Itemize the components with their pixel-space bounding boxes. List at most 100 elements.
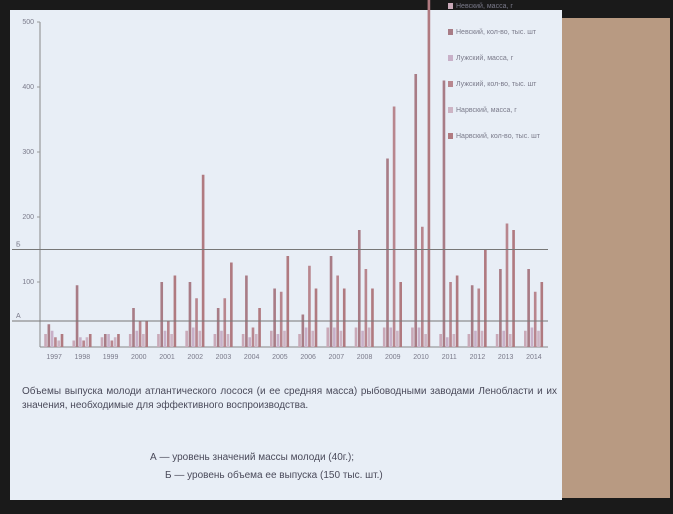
bar	[368, 328, 371, 348]
bar	[439, 334, 442, 347]
bar	[421, 227, 424, 347]
bar	[468, 334, 471, 347]
bar	[527, 269, 530, 347]
bars	[44, 0, 543, 347]
bar	[139, 321, 142, 347]
x-tick-label: 2000	[131, 354, 147, 361]
bar	[61, 334, 64, 347]
x-tick-label: 2005	[272, 354, 288, 361]
bar	[506, 224, 509, 348]
legend-label: Невский, кол-во, тыс. шт	[456, 28, 537, 36]
photo: 100200300400500АБ19971998199920002001200…	[0, 0, 673, 514]
bar	[48, 324, 51, 347]
bar	[79, 337, 82, 347]
y-tick-label: 200	[22, 214, 34, 221]
bar	[258, 308, 261, 347]
bar	[537, 331, 540, 347]
bar	[330, 256, 333, 347]
x-tick-label: 2009	[385, 354, 401, 361]
bar	[86, 337, 89, 347]
bar	[411, 328, 414, 348]
bar	[76, 285, 79, 347]
bar	[227, 334, 230, 347]
bar	[502, 331, 505, 347]
x-tick-label: 2001	[159, 354, 175, 361]
bar	[418, 328, 421, 348]
x-tick-label: 2006	[300, 354, 316, 361]
bar	[248, 337, 251, 347]
bar	[57, 341, 60, 348]
bar	[446, 337, 449, 347]
bar	[484, 250, 487, 348]
bar	[195, 298, 198, 347]
bar	[192, 328, 195, 348]
bar	[326, 328, 329, 348]
bar	[471, 285, 474, 347]
bar	[273, 289, 276, 348]
bar	[477, 289, 480, 348]
bar	[396, 331, 399, 347]
bar	[220, 331, 223, 347]
bar	[217, 308, 220, 347]
x-tick-label: 1997	[46, 354, 62, 361]
bar	[89, 334, 92, 347]
legend-swatch	[448, 29, 453, 35]
bar	[230, 263, 233, 348]
x-tick-label: 1998	[75, 354, 91, 361]
reference-label: Б	[16, 241, 21, 248]
bar	[343, 289, 346, 348]
bar	[101, 337, 104, 347]
x-tick-label: 2014	[526, 354, 542, 361]
y-tick-label: 300	[22, 149, 34, 156]
y-tick-label: 100	[22, 279, 34, 286]
bar	[449, 282, 452, 347]
bar	[424, 334, 427, 347]
bar	[277, 334, 280, 347]
bar	[160, 282, 163, 347]
bar	[135, 331, 138, 347]
x-tick-label: 2011	[442, 354, 457, 361]
caption: Объемы выпуска молоди атлантического лос…	[22, 385, 557, 413]
bar	[428, 0, 431, 347]
bar	[255, 334, 258, 347]
bar	[414, 74, 417, 347]
bar	[302, 315, 305, 348]
bar	[129, 334, 132, 347]
bar	[389, 328, 392, 348]
x-tick-label: 2008	[357, 354, 373, 361]
bar	[509, 334, 512, 347]
x-tick-label: 2013	[498, 354, 514, 361]
bar	[340, 331, 343, 347]
x-tick-label: 2003	[216, 354, 232, 361]
bar	[145, 321, 148, 347]
y-tick-label: 500	[22, 19, 34, 26]
legend-swatch	[448, 107, 453, 113]
bar	[51, 331, 54, 347]
bar	[164, 331, 167, 347]
bar	[499, 269, 502, 347]
bar	[365, 269, 368, 347]
bar	[512, 230, 515, 347]
bar	[252, 328, 255, 348]
bar	[534, 292, 537, 347]
bar	[311, 331, 314, 347]
bar	[170, 334, 173, 347]
bar	[481, 331, 484, 347]
bar	[496, 334, 499, 347]
bar	[524, 331, 527, 347]
bar	[283, 331, 286, 347]
reference-label: А	[16, 313, 21, 320]
bar	[82, 341, 85, 348]
bar	[223, 298, 226, 347]
bar	[456, 276, 459, 348]
bar	[132, 308, 135, 347]
legend-swatch	[448, 3, 453, 9]
legend-label: Лужский, масса, г	[456, 54, 514, 62]
bar	[44, 334, 47, 347]
bar	[355, 328, 358, 348]
bar	[107, 334, 110, 347]
bar	[540, 282, 543, 347]
bar	[189, 282, 192, 347]
bar	[214, 334, 217, 347]
bar	[383, 328, 386, 348]
